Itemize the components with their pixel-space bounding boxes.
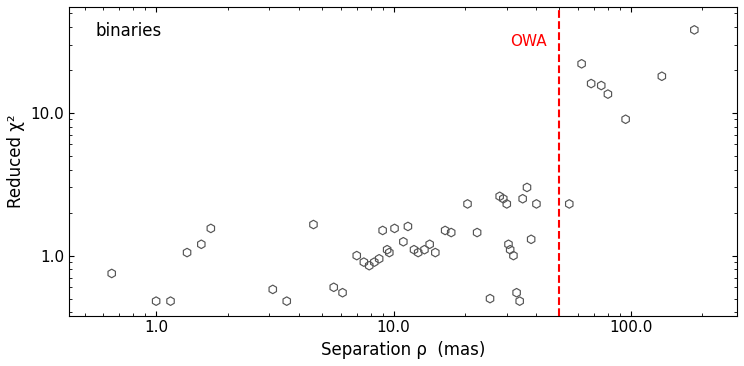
Text: OWA: OWA <box>510 34 546 49</box>
Point <box>521 184 533 190</box>
Point <box>576 61 588 67</box>
Point <box>402 224 414 229</box>
Point <box>504 247 516 253</box>
Point <box>513 298 525 304</box>
Point <box>424 241 436 247</box>
Point <box>429 250 441 255</box>
Point <box>181 250 193 255</box>
Point <box>419 247 431 253</box>
Point <box>150 298 162 304</box>
Point <box>517 196 529 202</box>
Point <box>502 241 514 247</box>
Point <box>397 239 409 245</box>
Point <box>620 116 632 122</box>
Point <box>106 270 118 276</box>
Point <box>412 250 424 255</box>
Point <box>510 290 522 296</box>
Point <box>280 298 292 304</box>
Point <box>358 259 370 265</box>
Point <box>586 81 597 86</box>
Point <box>656 73 668 79</box>
Point <box>484 296 496 302</box>
Point <box>688 27 700 33</box>
X-axis label: Separation ρ  (mas): Separation ρ (mas) <box>321 341 485 359</box>
Point <box>381 247 393 253</box>
Point <box>376 228 388 234</box>
Point <box>497 196 509 202</box>
Point <box>363 263 375 269</box>
Point <box>408 247 420 253</box>
Point <box>368 259 380 265</box>
Point <box>336 290 348 296</box>
Point <box>471 229 483 235</box>
Point <box>595 83 607 89</box>
Point <box>328 284 340 290</box>
Point <box>373 256 385 262</box>
Point <box>563 201 575 207</box>
Point <box>196 241 208 247</box>
Point <box>501 201 513 207</box>
Point <box>525 236 537 242</box>
Point <box>383 250 395 255</box>
Point <box>494 193 506 199</box>
Point <box>307 221 319 227</box>
Point <box>602 91 614 97</box>
Point <box>388 225 400 231</box>
Point <box>439 228 451 234</box>
Point <box>164 298 176 304</box>
Y-axis label: Reduced χ²: Reduced χ² <box>7 115 25 208</box>
Point <box>530 201 542 207</box>
Point <box>350 253 362 258</box>
Point <box>507 253 519 258</box>
Point <box>445 229 457 235</box>
Point <box>205 225 217 231</box>
Point <box>267 287 279 292</box>
Point <box>461 201 473 207</box>
Text: binaries: binaries <box>96 22 162 40</box>
